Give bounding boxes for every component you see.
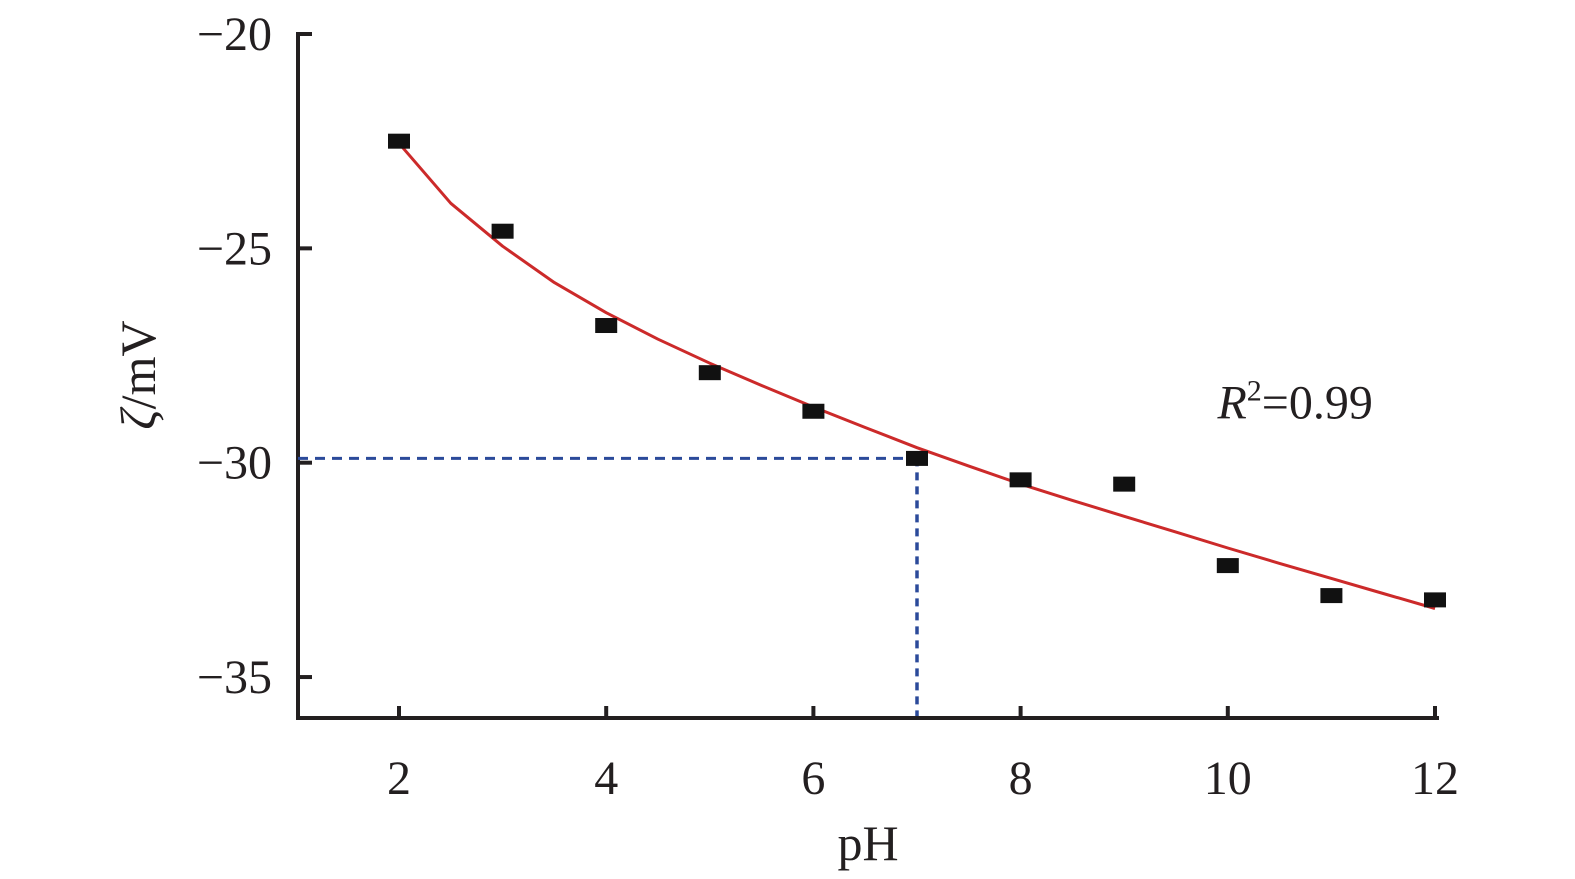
- x-tick-label: 2: [387, 752, 411, 805]
- data-points: [388, 133, 1446, 608]
- reference-lines: [298, 456, 919, 716]
- y-tick-label: −30: [197, 437, 272, 490]
- data-point: [1009, 472, 1032, 488]
- x-tick-label: 12: [1411, 752, 1459, 805]
- data-point: [802, 403, 825, 419]
- y-axis-unit: /mV: [110, 320, 166, 409]
- data-point: [906, 450, 928, 466]
- r-squared-base: R: [1216, 377, 1246, 430]
- x-axis-title: pH: [837, 815, 898, 871]
- r-squared-value: =0.99: [1262, 377, 1373, 430]
- y-axis-symbol: ζ: [110, 406, 166, 430]
- x-tick-label: 8: [1009, 752, 1033, 805]
- x-tick-label: 4: [594, 752, 618, 805]
- x-tick-label: 6: [801, 752, 825, 805]
- data-point: [1113, 476, 1136, 492]
- axis-ticks: [298, 32, 1437, 718]
- data-point: [1320, 588, 1343, 604]
- r-squared-sup: 2: [1247, 375, 1262, 408]
- data-point: [698, 365, 721, 381]
- data-point: [388, 133, 410, 149]
- data-point: [1424, 592, 1446, 608]
- r-squared-annotation: R2=0.99: [1216, 375, 1372, 430]
- data-point: [595, 318, 618, 334]
- x-tick-label: 10: [1204, 752, 1252, 805]
- y-tick-label: −25: [197, 222, 272, 275]
- data-point: [491, 223, 514, 239]
- fit-curve: [397, 142, 1436, 610]
- y-tick-label: −35: [197, 651, 272, 704]
- y-axis-title: ζ/mV: [110, 320, 166, 429]
- data-point: [1216, 558, 1239, 574]
- fit-curve-layer: [397, 142, 1436, 610]
- y-tick-label: −20: [197, 8, 272, 61]
- tick-labels: 2 4 6 8 10 12 −20 −25 −30 −35: [197, 8, 1459, 805]
